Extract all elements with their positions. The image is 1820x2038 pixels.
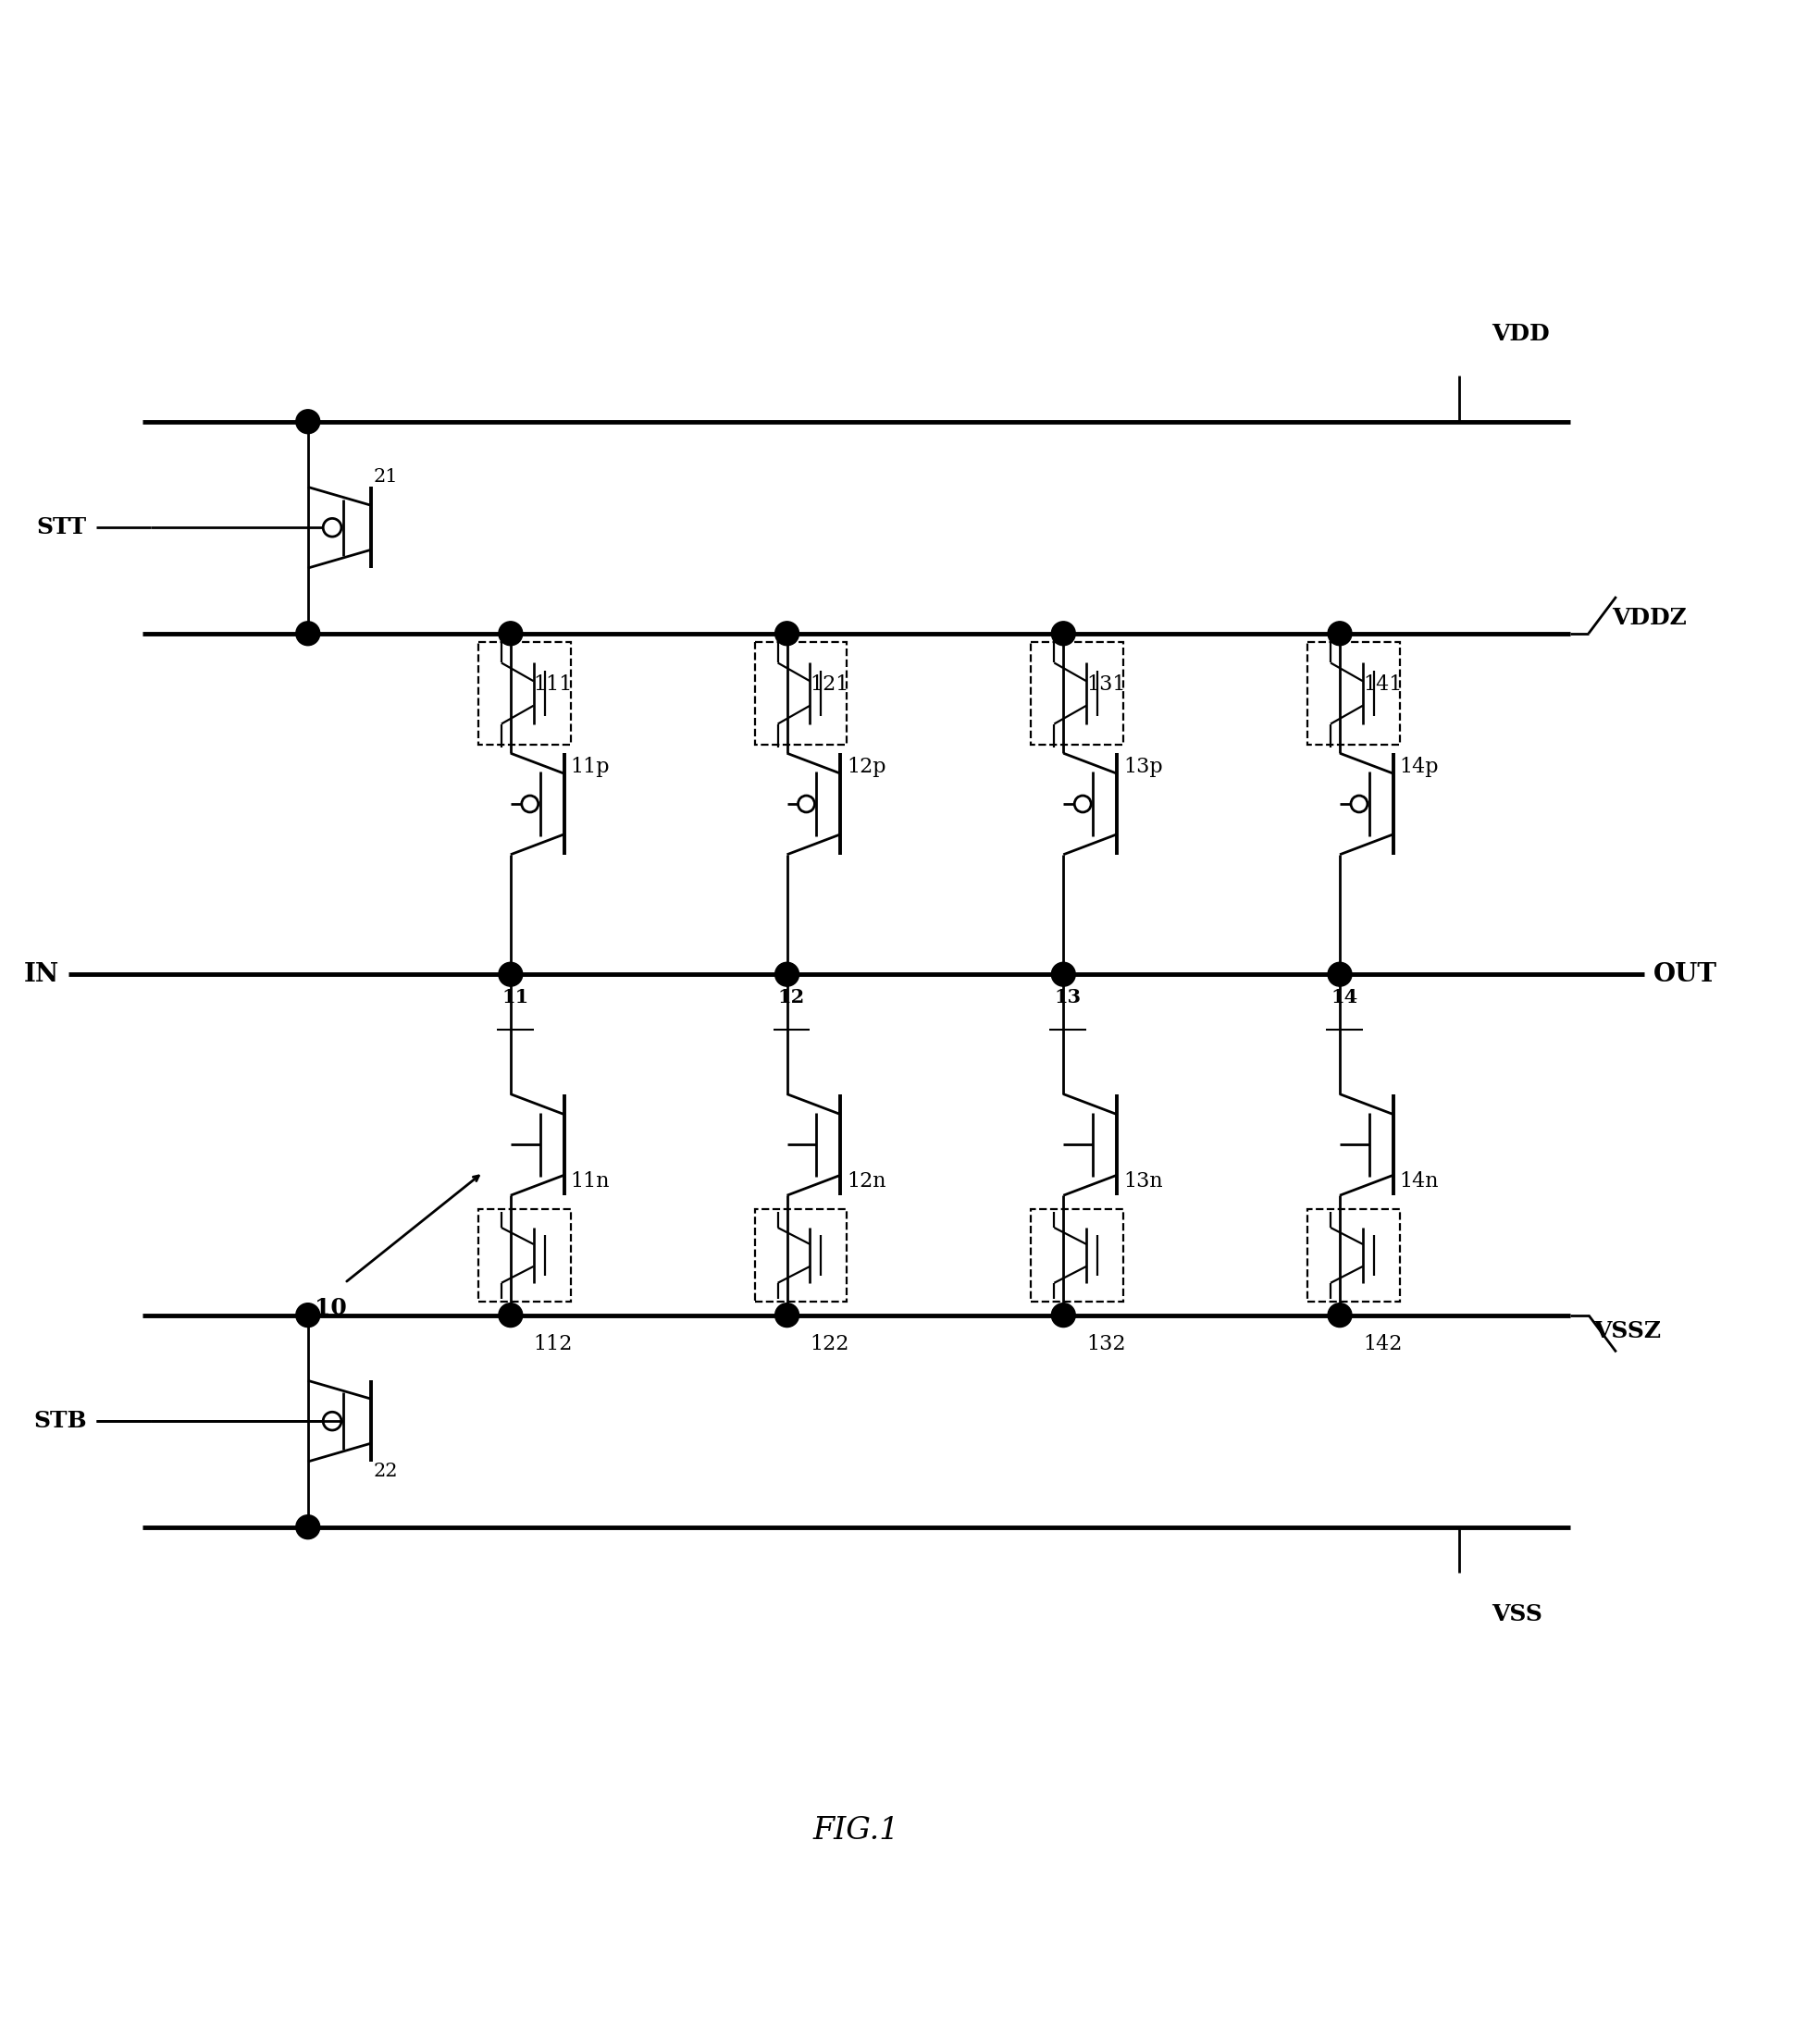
Circle shape <box>297 1514 320 1539</box>
Text: 122: 122 <box>810 1333 850 1353</box>
Text: 131: 131 <box>1087 675 1127 695</box>
Text: 12n: 12n <box>846 1172 886 1192</box>
Text: 142: 142 <box>1363 1333 1401 1353</box>
Text: 13: 13 <box>1054 988 1081 1007</box>
Text: 121: 121 <box>810 675 850 695</box>
Text: 11n: 11n <box>570 1172 610 1192</box>
Bar <box>755 642 846 744</box>
Circle shape <box>1052 962 1076 986</box>
Bar <box>1032 1209 1123 1302</box>
Circle shape <box>775 962 799 986</box>
Circle shape <box>297 410 320 434</box>
Text: VSS: VSS <box>1492 1604 1543 1626</box>
Text: 132: 132 <box>1087 1333 1127 1353</box>
Circle shape <box>1329 622 1352 646</box>
Text: OUT: OUT <box>1653 962 1716 986</box>
Bar <box>1307 642 1400 744</box>
Circle shape <box>1329 962 1352 986</box>
Text: 14: 14 <box>1330 988 1358 1007</box>
Text: 141: 141 <box>1363 675 1401 695</box>
Text: 12p: 12p <box>846 756 886 776</box>
Bar <box>1032 642 1123 744</box>
Circle shape <box>499 622 522 646</box>
Circle shape <box>297 1302 320 1327</box>
Text: 14n: 14n <box>1400 1172 1440 1192</box>
Text: 21: 21 <box>373 469 399 485</box>
Circle shape <box>499 962 522 986</box>
Circle shape <box>1052 622 1076 646</box>
Circle shape <box>1329 1302 1352 1327</box>
Circle shape <box>1052 1302 1076 1327</box>
Bar <box>479 1209 570 1302</box>
Text: 13n: 13n <box>1123 1172 1163 1192</box>
Text: VDDZ: VDDZ <box>1611 607 1687 630</box>
Circle shape <box>297 622 320 646</box>
Text: 14p: 14p <box>1400 756 1440 776</box>
Circle shape <box>499 1302 522 1327</box>
Circle shape <box>775 1302 799 1327</box>
Text: FIG.1: FIG.1 <box>814 1816 899 1846</box>
Text: 11: 11 <box>502 988 530 1007</box>
Text: 10: 10 <box>315 1296 348 1319</box>
Text: 12: 12 <box>779 988 804 1007</box>
Text: VSSZ: VSSZ <box>1592 1321 1660 1341</box>
Text: 111: 111 <box>533 675 573 695</box>
Text: STB: STB <box>33 1410 87 1433</box>
Bar <box>755 1209 846 1302</box>
Text: 13p: 13p <box>1123 756 1163 776</box>
Circle shape <box>775 622 799 646</box>
Text: 112: 112 <box>533 1333 573 1353</box>
Text: STT: STT <box>36 516 87 538</box>
Text: 11p: 11p <box>570 756 610 776</box>
Bar <box>1307 1209 1400 1302</box>
Text: VDD: VDD <box>1492 322 1551 344</box>
Text: IN: IN <box>24 962 58 986</box>
Text: 22: 22 <box>373 1463 399 1480</box>
Bar <box>479 642 570 744</box>
